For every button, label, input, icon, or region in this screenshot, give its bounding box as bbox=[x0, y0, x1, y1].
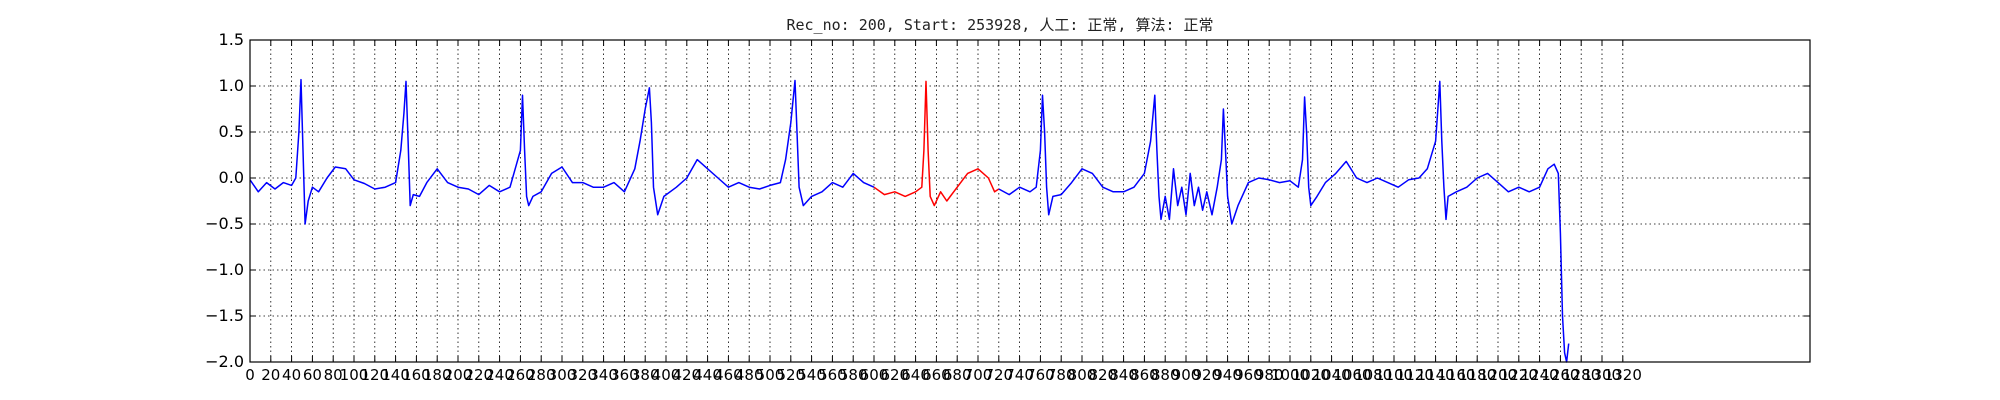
x-tick-label: 860 bbox=[1130, 366, 1159, 384]
y-tick-label: −1.5 bbox=[205, 306, 244, 325]
x-tick-label: 760 bbox=[1026, 366, 1055, 384]
x-tick-label: 1040 bbox=[1313, 366, 1351, 384]
x-tick-label: 840 bbox=[1109, 366, 1138, 384]
x-tick-label: 400 bbox=[652, 366, 681, 384]
y-axis: 1.5 1.0 0.5 0.0 −0.5 −1.0 −1.5 −2.0 bbox=[205, 30, 1810, 371]
x-tick-label: 660 bbox=[922, 366, 951, 384]
x-tick-label: 580 bbox=[839, 366, 868, 384]
x-tick-label: 540 bbox=[797, 366, 826, 384]
y-tick-label: −0.5 bbox=[205, 214, 244, 233]
x-tick-label: 600 bbox=[860, 366, 889, 384]
x-tick-label: 780 bbox=[1047, 366, 1076, 384]
x-tick-label: 80 bbox=[324, 366, 343, 384]
x-tick-label: 420 bbox=[672, 366, 701, 384]
x-tick-label: 560 bbox=[818, 366, 847, 384]
x-tick-label: 120 bbox=[360, 366, 389, 384]
x-tick-label: 360 bbox=[610, 366, 639, 384]
x-tick-label: 940 bbox=[1213, 366, 1242, 384]
x-tick-label: 200 bbox=[444, 366, 473, 384]
x-tick-label: 40 bbox=[282, 366, 301, 384]
x-tick-label: 820 bbox=[1088, 366, 1117, 384]
series-layer bbox=[249, 78, 1570, 363]
y-tick-label: −1.0 bbox=[205, 260, 244, 279]
y-tick-label: 1.0 bbox=[219, 76, 244, 95]
x-tick-label: 60 bbox=[303, 366, 322, 384]
x-tick-label: 1240 bbox=[1521, 366, 1559, 384]
x-tick-label: 380 bbox=[631, 366, 660, 384]
x-tick-label: 1300 bbox=[1583, 366, 1621, 384]
x-tick-label: 500 bbox=[756, 366, 785, 384]
x-tick-label: 720 bbox=[984, 366, 1013, 384]
x-tick-label: 460 bbox=[714, 366, 743, 384]
x-tick-label: 320 bbox=[568, 366, 597, 384]
x-tick-label: 260 bbox=[506, 366, 535, 384]
x-tick-label: 1280 bbox=[1562, 366, 1600, 384]
x-tick-label: 980 bbox=[1255, 366, 1284, 384]
x-tick-label: 160 bbox=[402, 366, 431, 384]
x-tick-label: 740 bbox=[1005, 366, 1034, 384]
series-line-2 bbox=[998, 80, 1570, 363]
x-tick-label: 0 bbox=[245, 366, 255, 384]
x-tick-label: 900 bbox=[1172, 366, 1201, 384]
y-tick-label: 0.0 bbox=[219, 168, 244, 187]
x-tick-label: 280 bbox=[527, 366, 556, 384]
x-tick-label: 1020 bbox=[1292, 366, 1330, 384]
x-tick-label: 1100 bbox=[1375, 366, 1413, 384]
x-tick-label: 920 bbox=[1192, 366, 1221, 384]
x-axis: 0 20 40 60 801001201401601802002202402602803… bbox=[245, 40, 1642, 384]
x-tick-label: 340 bbox=[589, 366, 618, 384]
x-tick-label: 1000 bbox=[1271, 366, 1309, 384]
x-tick-label: 640 bbox=[901, 366, 930, 384]
x-tick-label: 1060 bbox=[1333, 366, 1371, 384]
x-tick-label: 1180 bbox=[1458, 366, 1496, 384]
y-tick-label: 0.5 bbox=[219, 122, 244, 141]
series-line-0 bbox=[249, 78, 875, 225]
chart-title: Rec_no: 200, Start: 253928, 人工: 正常, 算法: … bbox=[786, 16, 1213, 34]
x-tick-label: 220 bbox=[464, 366, 493, 384]
grid bbox=[250, 40, 1810, 362]
x-tick-label: 20 bbox=[261, 366, 280, 384]
x-tick-label: 620 bbox=[880, 366, 909, 384]
x-tick-label: 1260 bbox=[1541, 366, 1579, 384]
x-tick-label: 480 bbox=[735, 366, 764, 384]
x-tick-label: 520 bbox=[776, 366, 805, 384]
x-tick-label: 1120 bbox=[1396, 366, 1434, 384]
x-tick-label: 100 bbox=[340, 366, 369, 384]
x-tick-label: 960 bbox=[1234, 366, 1263, 384]
x-tick-label: 440 bbox=[693, 366, 722, 384]
y-tick-label: −2.0 bbox=[205, 352, 244, 371]
x-tick-label: 800 bbox=[1068, 366, 1097, 384]
x-tick-label: 1320 bbox=[1604, 366, 1642, 384]
y-tick-label: 1.5 bbox=[219, 30, 244, 49]
x-tick-label: 180 bbox=[423, 366, 452, 384]
x-tick-label: 240 bbox=[485, 366, 514, 384]
x-tick-label: 880 bbox=[1151, 366, 1180, 384]
x-tick-label: 1220 bbox=[1500, 366, 1538, 384]
x-tick-label: 1080 bbox=[1354, 366, 1392, 384]
x-tick-label: 1140 bbox=[1417, 366, 1455, 384]
plot-frame bbox=[249, 39, 1811, 363]
x-tick-label: 300 bbox=[548, 366, 577, 384]
x-tick-label: 1200 bbox=[1479, 366, 1517, 384]
x-tick-label: 140 bbox=[381, 366, 410, 384]
x-tick-label: 700 bbox=[964, 366, 993, 384]
x-tick-label: 1160 bbox=[1437, 366, 1475, 384]
x-tick-label: 680 bbox=[943, 366, 972, 384]
series-line-1 bbox=[873, 80, 1000, 207]
